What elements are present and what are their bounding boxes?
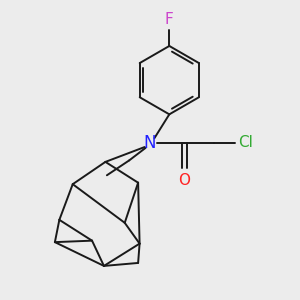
Text: N: N (144, 134, 156, 152)
Text: Cl: Cl (238, 135, 253, 150)
Text: O: O (178, 173, 190, 188)
Text: F: F (165, 12, 174, 27)
